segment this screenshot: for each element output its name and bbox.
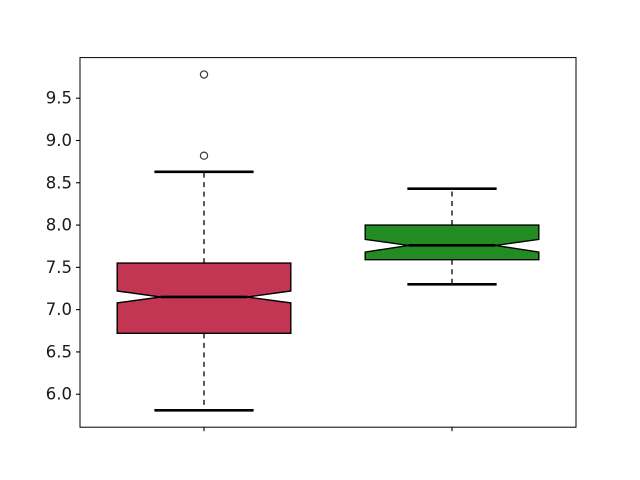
box-2-box [364,224,540,261]
y-tick-label: 7.0 [46,300,72,319]
y-tick-label: 7.5 [46,258,72,277]
y-tick-label: 6.0 [46,385,72,404]
y-tick-label: 9.0 [46,131,72,150]
plot-frame [79,57,577,428]
y-tick-label: 6.5 [46,342,72,361]
y-tick-label: 8.5 [46,173,72,192]
y-tick-label: 9.5 [46,89,72,108]
flier-point [199,70,209,79]
y-tick-label: 8.0 [46,216,72,235]
flier-point [199,151,209,160]
